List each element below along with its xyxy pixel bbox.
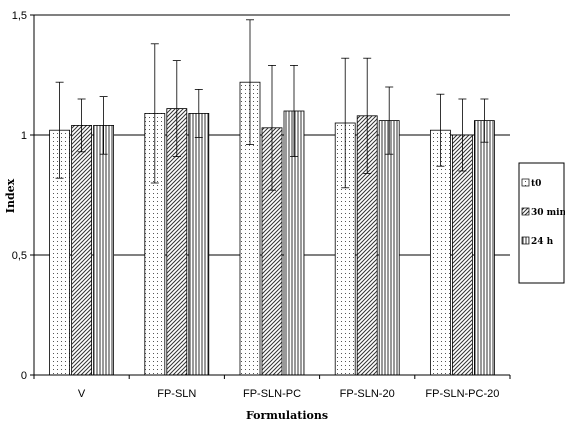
bar [378, 120, 400, 376]
x-tick-label: FP-SLN [157, 388, 196, 400]
bar [71, 125, 92, 376]
bar [93, 125, 114, 376]
error-bars [55, 19, 489, 191]
axes: 0 0,5 1 1,5 V FP-SLN FP-SLN-PC FP-SLN-20 FP-SLN-… [12, 10, 511, 400]
bar [429, 129, 451, 376]
legend-label: 24 h [531, 237, 554, 247]
bar [188, 113, 210, 376]
x-tick-label: FP-SLN-20 [340, 388, 395, 400]
y-tick-label: 1 [21, 130, 27, 142]
bar [473, 120, 495, 376]
y-axis-title: Index [4, 178, 17, 213]
x-tick-label: FP-SLN-PC-20 [425, 388, 499, 400]
x-tick-label: V [78, 388, 86, 400]
legend-swatch [521, 236, 530, 245]
legend: t0 30 min 24 h [518, 162, 565, 284]
legend-swatch [521, 207, 530, 216]
x-axis-title: Formulations [246, 409, 328, 422]
y-tick-label: 0,5 [12, 250, 27, 262]
bars [49, 81, 495, 376]
legend-label: t0 [531, 179, 541, 189]
x-tick-label: FP-SLN-PC [243, 388, 301, 400]
legend-label: 30 min [531, 208, 565, 218]
legend-swatch [521, 178, 530, 187]
y-tick-label: 0 [21, 370, 27, 382]
y-tick-label: 1,5 [12, 10, 27, 22]
